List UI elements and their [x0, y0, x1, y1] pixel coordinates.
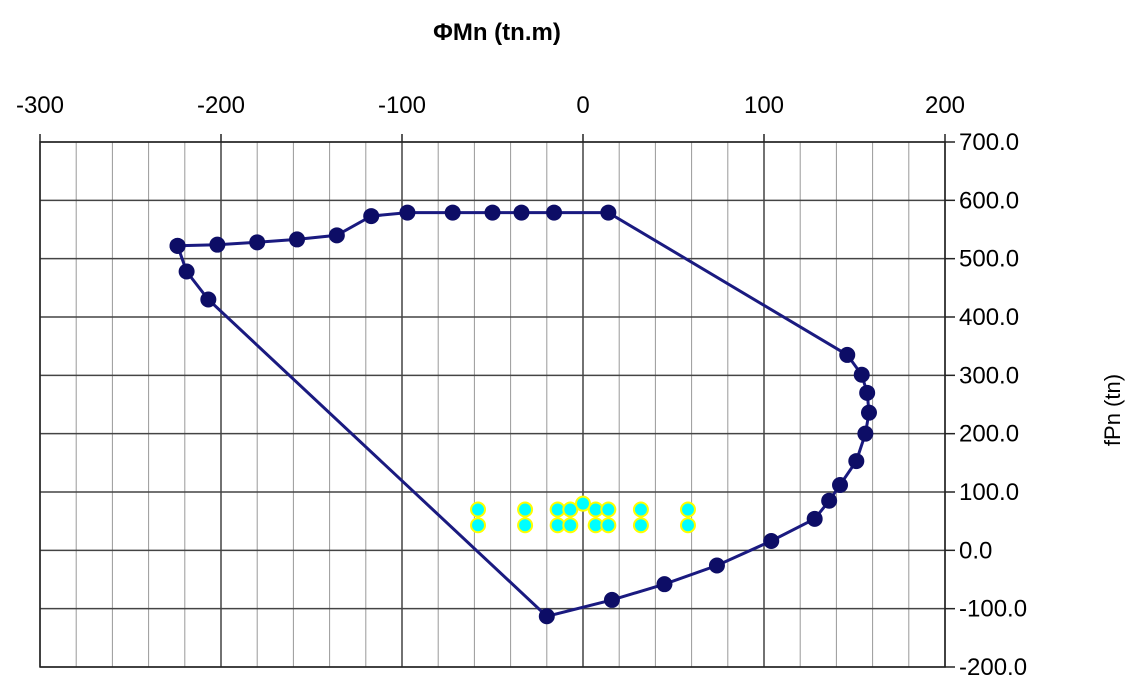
demand-point	[679, 517, 696, 534]
demand-point	[517, 517, 534, 534]
data-point	[860, 404, 877, 421]
y-tick-label: 300.0	[959, 362, 1019, 389]
data-point	[399, 204, 416, 221]
data-point	[209, 236, 226, 253]
demand-point	[470, 501, 487, 518]
demand-point	[575, 495, 591, 512]
y-tick-label: -100.0	[959, 596, 1027, 623]
data-point	[708, 557, 725, 574]
y-axis-label: fPn (tn)	[1100, 374, 1125, 446]
plot-frame	[39, 141, 946, 668]
axes	[39, 134, 955, 668]
x-tick-label: -200	[197, 92, 245, 119]
demand-point	[600, 517, 617, 534]
demand-point	[632, 501, 649, 518]
demand-point	[679, 501, 696, 518]
x-tick-label: 100	[744, 92, 784, 119]
data-point	[328, 227, 345, 244]
x-tick-labels: -300 -200 -100 0 100 200	[16, 92, 965, 119]
y-tick-label: -200.0	[959, 654, 1027, 677]
data-point	[484, 204, 501, 221]
data-point	[839, 346, 856, 363]
y-tick-label: 500.0	[959, 246, 1019, 273]
data-point	[806, 510, 823, 527]
data-point	[169, 237, 186, 254]
grid	[39, 141, 946, 668]
demand-point	[632, 517, 649, 534]
demand-point	[562, 501, 579, 518]
data-point	[848, 453, 865, 470]
demand-point	[517, 501, 534, 518]
data-point	[603, 591, 620, 608]
x-tick-label: -100	[378, 92, 426, 119]
series-line	[176, 211, 871, 618]
x-tick-label: -300	[16, 92, 64, 119]
data-point	[763, 533, 780, 549]
y-tick-label: 600.0	[959, 187, 1019, 214]
y-tick-labels: 700.0 600.0 500.0 400.0 300.0 200.0 100.0 0.0 -1…	[959, 129, 1027, 677]
data-point	[546, 204, 563, 221]
demand-point	[600, 501, 617, 518]
data-point	[289, 231, 306, 248]
data-point	[821, 492, 838, 509]
data-point	[178, 263, 195, 280]
data-point	[853, 366, 870, 383]
data-point	[832, 477, 849, 493]
y-tick-label: 700.0	[959, 129, 1019, 156]
y-tick-label: 400.0	[959, 304, 1019, 331]
data-point	[538, 608, 555, 625]
series-layer	[169, 204, 877, 625]
data-point	[857, 425, 874, 442]
x-tick-label: 200	[925, 92, 965, 119]
data-point	[656, 576, 673, 593]
data-point	[363, 208, 380, 225]
data-point	[200, 291, 217, 308]
data-point	[444, 204, 461, 221]
y-tick-label: 0.0	[959, 537, 992, 564]
x-tick-label: 0	[576, 92, 589, 119]
demand-point	[562, 517, 579, 534]
chart-title: ΦMn (tn.m)	[433, 19, 561, 46]
data-point	[513, 204, 530, 221]
data-point	[859, 384, 876, 401]
y-tick-label: 200.0	[959, 421, 1019, 448]
data-point	[600, 204, 617, 221]
demand-point	[470, 517, 487, 534]
y-tick-label: 100.0	[959, 479, 1019, 506]
data-point	[249, 234, 266, 251]
